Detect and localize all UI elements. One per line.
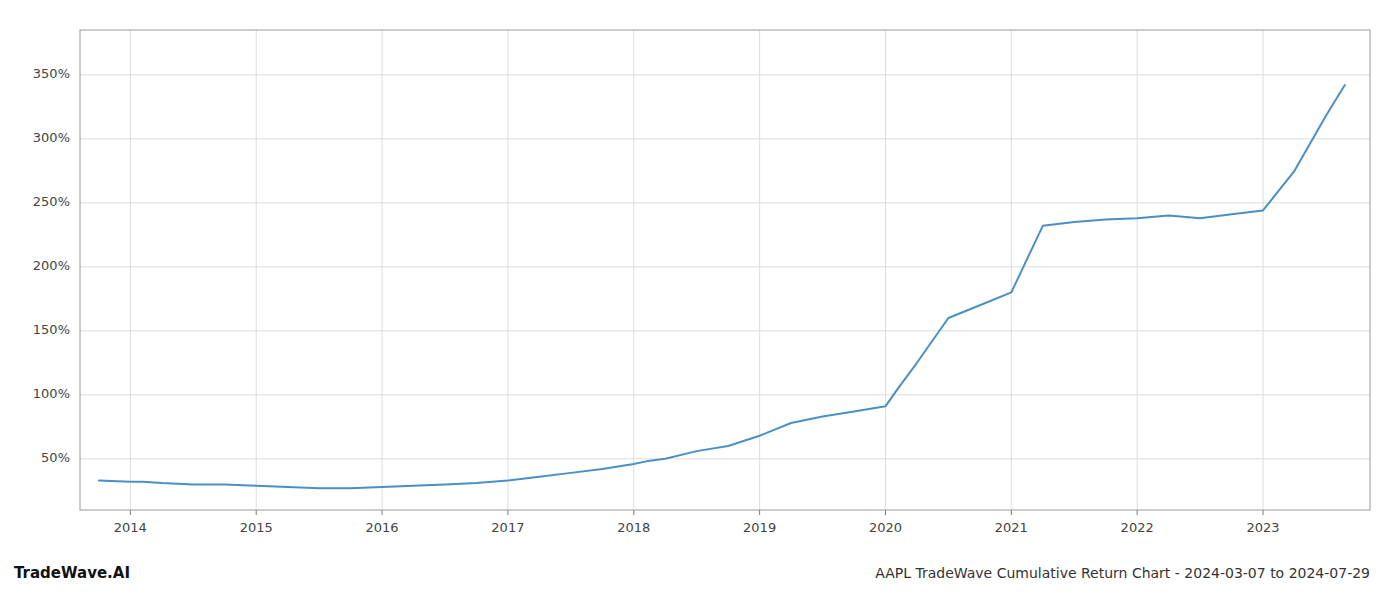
x-tick-mark xyxy=(1011,510,1012,515)
background xyxy=(0,0,1400,600)
x-grid-line xyxy=(507,30,508,510)
y-grid-line xyxy=(80,202,1370,203)
x-tick-label: 2015 xyxy=(240,520,273,535)
x-tick-mark xyxy=(1263,510,1264,515)
series-group xyxy=(99,85,1345,488)
x-grid-line xyxy=(1263,30,1264,510)
y-grid-line xyxy=(80,394,1370,395)
chart-container: 50% 100% 150% 200% 250% 300% 350% 2014 2015 2016 2… xyxy=(0,0,1400,600)
x-tick-label: 2020 xyxy=(869,520,902,535)
page: {"chart_data": { "type": "line", "title"… xyxy=(0,0,1400,600)
chart-svg: 50% 100% 150% 200% 250% 300% 350% 2014 2015 2016 2… xyxy=(0,0,1400,600)
x-grid-line xyxy=(256,30,257,510)
x-tick-mark xyxy=(256,510,257,515)
x-tick-mark xyxy=(633,510,634,515)
x-grid-line xyxy=(1011,30,1012,510)
chart-title: AAPL TradeWave Cumulative Return Chart -… xyxy=(875,565,1370,581)
x-grid-line xyxy=(382,30,383,510)
plot-frame xyxy=(80,30,1370,510)
y-tick-label: 200% xyxy=(33,258,70,273)
y-tick-label: 150% xyxy=(33,322,70,337)
x-grid-line xyxy=(633,30,634,510)
x-tick-mark xyxy=(382,510,383,515)
y-grid-line xyxy=(80,266,1370,267)
x-grid-line xyxy=(885,30,886,510)
y-grid-line xyxy=(80,138,1370,139)
y-tick-label: 100% xyxy=(33,386,70,401)
y-grid-line xyxy=(80,74,1370,75)
y-tick-label: 50% xyxy=(41,450,70,465)
x-tick-mark xyxy=(759,510,760,515)
watermark: TradeWave.AI xyxy=(14,564,130,582)
x-grid-line xyxy=(130,30,131,510)
data-line xyxy=(99,85,1345,488)
y-tick-label: 300% xyxy=(33,130,70,145)
y-tick-label: 250% xyxy=(33,194,70,209)
x-tick-label: 2017 xyxy=(491,520,524,535)
x-grid-line xyxy=(1137,30,1138,510)
y-tick-label: 350% xyxy=(33,66,70,81)
x-tick-label: 2019 xyxy=(743,520,776,535)
x-grid-line xyxy=(759,30,760,510)
x-tick-label: 2014 xyxy=(114,520,147,535)
x-tick-mark xyxy=(130,510,131,515)
x-tick-label: 2021 xyxy=(995,520,1028,535)
grid xyxy=(80,30,1370,510)
x-tick-label: 2023 xyxy=(1246,520,1279,535)
x-tick-label: 2016 xyxy=(366,520,399,535)
axes: 50% 100% 150% 200% 250% 300% 350% 2014 2015 2016 2… xyxy=(33,30,1370,535)
x-tick-mark xyxy=(1137,510,1138,515)
y-grid-line xyxy=(80,458,1370,459)
y-grid-line xyxy=(80,330,1370,331)
x-tick-mark xyxy=(885,510,886,515)
x-tick-label: 2018 xyxy=(617,520,650,535)
x-tick-mark xyxy=(507,510,508,515)
x-tick-label: 2022 xyxy=(1121,520,1154,535)
